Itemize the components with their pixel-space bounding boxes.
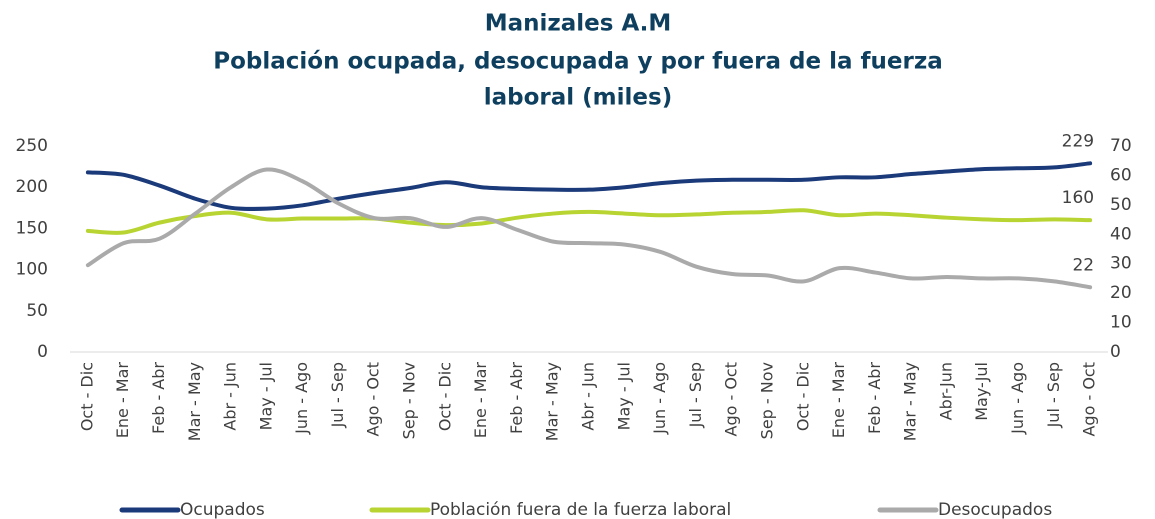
x-tick-label: Jun - Ago (1008, 362, 1027, 435)
x-tick-label: Abr - Jun (579, 362, 598, 431)
x-tick-label: Feb - Abr (149, 362, 168, 434)
y-tick-label: 150 (16, 218, 48, 238)
x-tick-label: Feb - Abr (865, 362, 884, 434)
x-tick-label: Jul - Sep (686, 362, 705, 428)
y2-tick-label: 50 (1110, 195, 1132, 215)
x-tick-label: Sep - Nov (757, 362, 776, 439)
x-tick-label: Oct - Dic (77, 362, 96, 431)
x-tick-label: Ago - Oct (1080, 362, 1099, 437)
x-tick-label: Sep - Nov (400, 362, 419, 439)
x-tick-label: Abr-Jun (936, 362, 955, 420)
x-tick-label: Ene - Mar (113, 362, 132, 439)
x-tick-label: Oct - Dic (793, 362, 812, 431)
y2-tick-label: 20 (1110, 283, 1132, 303)
y-tick-label: 100 (16, 260, 48, 280)
x-tick-label: May - Jul (256, 362, 275, 430)
y2-tick-label: 30 (1110, 254, 1132, 274)
x-tick-label: Ago - Oct (722, 362, 741, 437)
x-tick-label: May - Jul (614, 362, 633, 430)
x-tick-label: Ago - Oct (364, 362, 383, 437)
y2-tick-label: 40 (1110, 224, 1132, 244)
x-tick-label: Mar - May (901, 362, 920, 441)
x-tick-label: Jul - Sep (1044, 362, 1063, 428)
series-line (85, 167, 1093, 290)
series-line (85, 208, 1093, 235)
chart-title: Manizales A.M (485, 11, 672, 37)
x-tick-label: Abr - Jun (221, 362, 240, 431)
chart-title: Población ocupada, desocupada y por fuer… (213, 49, 942, 75)
x-tick-label: Feb - Abr (507, 362, 526, 434)
data-label: 22 (1072, 255, 1094, 275)
x-tick-label: Mar - May (543, 362, 562, 441)
legend-label: Ocupados (180, 500, 265, 519)
legend-label: Población fuera de la fuerza laboral (430, 500, 731, 519)
x-tick-label: May-Jul (972, 362, 991, 421)
x-tick-label: Ene - Mar (471, 362, 490, 439)
chart-title: laboral (miles) (484, 85, 672, 111)
x-tick-label: Jun - Ago (292, 362, 311, 435)
y-tick-label: 250 (16, 136, 48, 156)
x-tick-label: Ene - Mar (829, 362, 848, 439)
y2-tick-label: 70 (1110, 136, 1132, 156)
y2-tick-label: 0 (1110, 342, 1121, 362)
x-tick-label: Oct - Dic (435, 362, 454, 431)
y2-tick-label: 10 (1110, 313, 1132, 333)
series-line (85, 161, 1093, 211)
y-tick-label: 0 (37, 342, 48, 362)
x-tick-label: Jun - Ago (650, 362, 669, 435)
data-label: 160 (1062, 188, 1094, 208)
legend-label: Desocupados (938, 500, 1052, 519)
x-tick-label: Mar - May (185, 362, 204, 441)
y-tick-label: 200 (16, 177, 48, 197)
y-tick-label: 50 (26, 301, 48, 321)
y2-tick-label: 60 (1110, 165, 1132, 185)
x-tick-label: Jul - Sep (328, 362, 347, 428)
data-label: 229 (1062, 131, 1094, 151)
